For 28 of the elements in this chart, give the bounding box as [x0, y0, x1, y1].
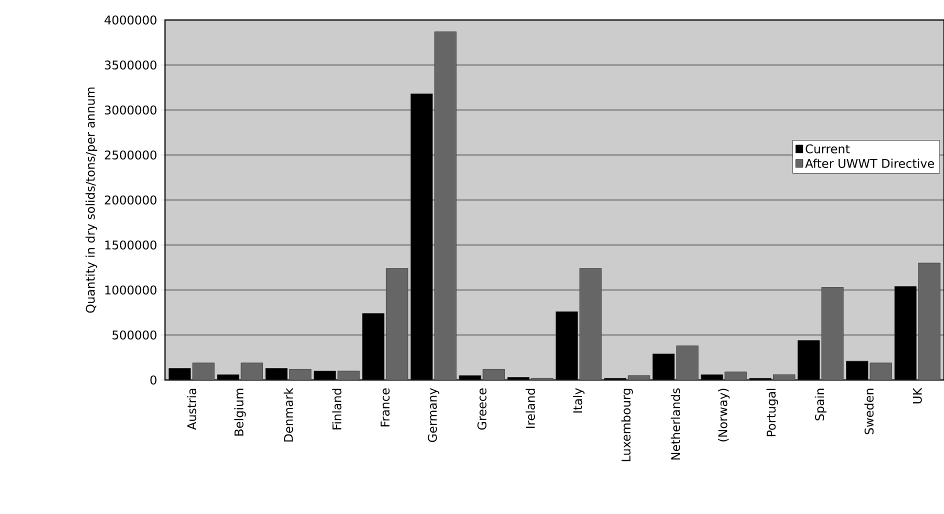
x-tick-label: (Norway) — [718, 388, 730, 442]
legend-label: Current — [806, 144, 850, 154]
x-tick-label: Luxembourg — [621, 388, 633, 462]
y-tick-label: 1500000 — [105, 240, 156, 250]
x-tick-label: Netherlands — [670, 388, 680, 460]
x-tick-label: Sweden — [864, 388, 874, 434]
y-tick-label: 2000000 — [104, 195, 156, 205]
y-tick-label: 4000000 — [104, 15, 156, 25]
x-tick-label: UK — [912, 388, 922, 404]
x-tick-label: Austria — [186, 388, 196, 430]
legend-label: After UWWT Directive — [805, 158, 934, 168]
x-tick-label: Italy — [572, 388, 584, 413]
x-tick-label: Belgium — [234, 388, 246, 436]
y-tick-label: 500000 — [112, 330, 156, 340]
x-tick-label: Finland — [332, 388, 342, 430]
y-tick-label: 3500000 — [104, 60, 156, 70]
x-tick-label: Germany — [428, 388, 440, 442]
x-tick-label: France — [380, 388, 390, 426]
x-tick-label: Ireland — [526, 388, 535, 428]
x-tick-label: Spain — [814, 388, 826, 420]
y-tick-label: 2500000 — [104, 150, 156, 160]
x-tick-label: Portugal — [766, 388, 778, 436]
y-axis-title: Quantity in dry solids/tons/per annum — [86, 88, 98, 313]
y-tick-label: 0 — [150, 375, 156, 385]
x-tick-label: Greece — [477, 388, 486, 430]
x-tick-label: Denmark — [284, 388, 294, 442]
y-tick-label: 1000000 — [105, 285, 156, 295]
y-tick-label: 3000000 — [104, 105, 156, 115]
